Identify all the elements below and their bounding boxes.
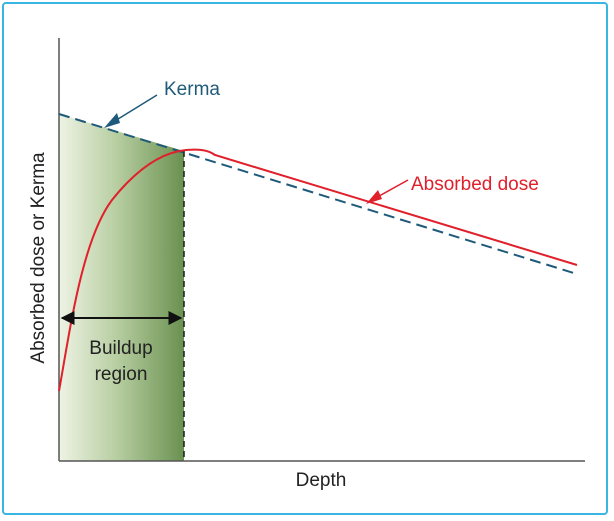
absorbed-dose-label: Absorbed dose <box>411 174 539 195</box>
y-axis-title: Absorbed dose or Kerma <box>28 152 49 364</box>
x-axis-title: Depth <box>296 470 347 491</box>
kerma-pointer-arrowhead <box>104 113 120 128</box>
kerma-label: Kerma <box>164 79 220 100</box>
absorbed-dose-pointer-arrowhead <box>366 190 382 204</box>
kerma-line <box>58 113 578 275</box>
buildup-label-line1: Buildup <box>89 338 152 359</box>
buildup-region-shading <box>59 114 184 461</box>
buildup-label-line2: region <box>95 364 148 385</box>
